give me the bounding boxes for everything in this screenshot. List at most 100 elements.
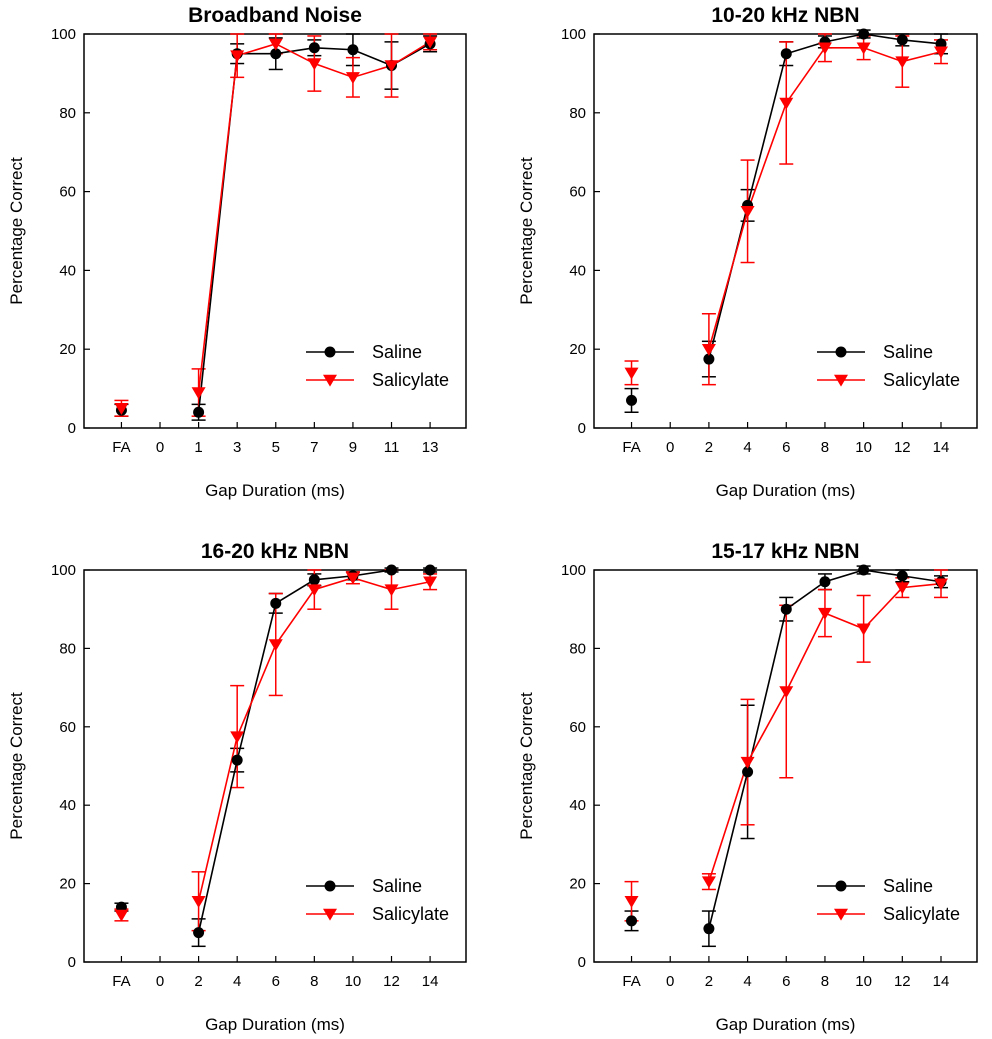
- saline-point: [424, 564, 436, 576]
- x-tick-label: 9: [349, 439, 357, 456]
- x-tick-label: 4: [743, 973, 751, 990]
- legend-label-saline: Saline: [883, 876, 933, 896]
- y-tick-label: 80: [569, 640, 586, 657]
- salicylate-point: [895, 56, 910, 69]
- y-tick-label: 40: [59, 262, 76, 279]
- saline-point: [896, 34, 908, 46]
- salicylate-point: [345, 572, 360, 585]
- salicylate-fa-point: [624, 895, 639, 908]
- x-tick-label: 12: [894, 973, 911, 990]
- x-tick-label: FA: [622, 439, 640, 456]
- x-tick-label: 1: [194, 439, 202, 456]
- x-tick-label: 14: [933, 973, 950, 990]
- legend-marker-salicylate: [323, 374, 337, 387]
- y-axis-label: Percentage Correct: [7, 692, 26, 840]
- legend-marker-saline: [835, 346, 847, 358]
- x-tick-label: 0: [156, 439, 164, 456]
- saline-point: [858, 564, 870, 576]
- salicylate-point: [384, 60, 399, 73]
- x-tick-label: 6: [782, 439, 790, 456]
- y-tick-label: 100: [561, 562, 586, 579]
- x-tick-label: 8: [821, 439, 829, 456]
- x-tick-label: 13: [422, 439, 439, 456]
- x-tick-label: FA: [112, 439, 130, 456]
- x-tick-label: 0: [666, 973, 674, 990]
- salicylate-point: [817, 42, 832, 55]
- y-tick-label: 20: [569, 341, 586, 358]
- saline-point: [858, 28, 870, 40]
- plot-frame: [83, 33, 467, 429]
- y-tick-label: 40: [59, 797, 76, 814]
- saline-fa-point: [626, 915, 638, 927]
- x-tick-label: 2: [705, 439, 713, 456]
- legend-label-salicylate: Salicylate: [883, 370, 960, 390]
- x-tick-label: 14: [422, 973, 439, 990]
- x-tick-label: 5: [272, 439, 280, 456]
- saline-point: [270, 48, 282, 60]
- x-axis-label: Gap Duration (ms): [716, 481, 856, 500]
- saline-point: [780, 48, 792, 60]
- y-tick-label: 60: [569, 719, 586, 736]
- salicylate-point: [779, 686, 794, 699]
- salicylate-fa-point: [114, 909, 129, 922]
- legend-marker-salicylate: [323, 908, 337, 921]
- legend-label-salicylate: Salicylate: [372, 904, 449, 924]
- x-axis-label: Gap Duration (ms): [205, 1015, 345, 1034]
- chart-title: 15-17 kHz NBN: [711, 540, 859, 563]
- salicylate-point: [230, 731, 245, 744]
- x-tick-label: 8: [310, 973, 318, 990]
- legend-label-salicylate: Salicylate: [883, 904, 960, 924]
- x-tick-label: 6: [272, 973, 280, 990]
- salicylate-fa-point: [624, 367, 639, 380]
- saline-point: [780, 603, 792, 615]
- y-tick-label: 80: [59, 105, 76, 122]
- y-tick-label: 0: [578, 420, 586, 437]
- chart-title: 10-20 kHz NBN: [711, 4, 859, 27]
- salicylate-point: [268, 639, 283, 652]
- salicylate-point: [423, 576, 438, 589]
- saline-point: [819, 576, 831, 588]
- chart-title: Broadband Noise: [188, 4, 362, 27]
- saline-point: [386, 564, 398, 576]
- salicylate-point: [856, 42, 871, 55]
- x-tick-label: FA: [112, 973, 130, 990]
- x-tick-label: 2: [705, 973, 713, 990]
- salicylate-point: [191, 895, 206, 908]
- legend-marker-salicylate: [834, 374, 848, 387]
- x-tick-label: 14: [933, 439, 950, 456]
- salicylate-point: [856, 623, 871, 636]
- x-tick-label: 11: [384, 439, 400, 456]
- legend-label-saline: Saline: [883, 342, 933, 362]
- x-tick-label: 2: [194, 973, 202, 990]
- y-tick-label: 0: [578, 954, 586, 971]
- salicylate-point: [307, 58, 322, 71]
- salicylate-point: [933, 578, 948, 591]
- y-tick-label: 20: [569, 876, 586, 893]
- chart-panel-4: 15-17 kHz NBN 0 20 40 60 80 100 FA 0 2 4 6 8 10 12 14 Ga…: [517, 540, 978, 1034]
- salicylate-point: [701, 876, 716, 889]
- saline-point: [193, 927, 205, 939]
- y-tick-label: 20: [59, 876, 76, 893]
- legend-marker-saline: [324, 880, 336, 892]
- salicylate-line: [197, 577, 431, 902]
- legend-marker-saline: [835, 880, 847, 892]
- y-tick-label: 80: [59, 640, 76, 657]
- y-tick-label: 40: [569, 797, 586, 814]
- salicylate-point: [895, 582, 910, 595]
- x-tick-label: 12: [383, 973, 400, 990]
- x-tick-label: 8: [821, 973, 829, 990]
- saline-line: [708, 33, 942, 360]
- legend-label-saline: Saline: [372, 876, 422, 896]
- x-axis-label: Gap Duration (ms): [205, 481, 345, 500]
- saline-point: [270, 597, 282, 609]
- saline-point: [308, 574, 320, 586]
- plot-frame: [593, 569, 978, 963]
- y-tick-label: 40: [569, 262, 586, 279]
- salicylate-line: [708, 46, 942, 350]
- saline-fa-point: [626, 394, 638, 406]
- salicylate-point: [740, 756, 755, 769]
- saline-point: [742, 766, 754, 778]
- salicylate-point: [345, 72, 360, 84]
- salicylate-point: [779, 97, 794, 110]
